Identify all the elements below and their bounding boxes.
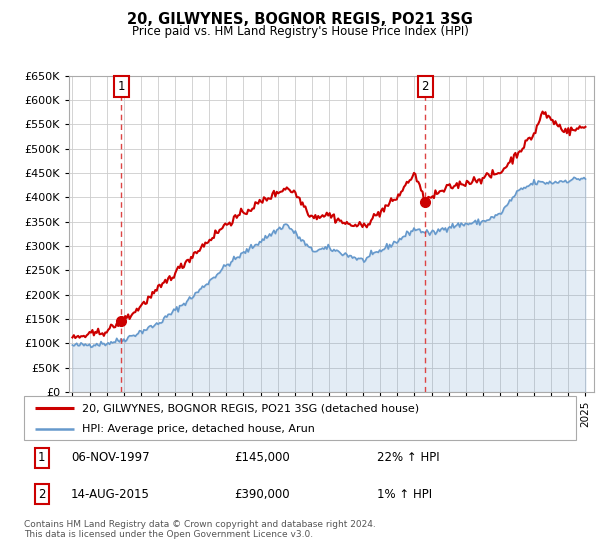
Text: 1: 1 (118, 80, 125, 93)
Text: £390,000: £390,000 (234, 488, 289, 501)
Text: 20, GILWYNES, BOGNOR REGIS, PO21 3SG: 20, GILWYNES, BOGNOR REGIS, PO21 3SG (127, 12, 473, 27)
Text: Price paid vs. HM Land Registry's House Price Index (HPI): Price paid vs. HM Land Registry's House … (131, 25, 469, 38)
Text: 2: 2 (421, 80, 429, 93)
Text: HPI: Average price, detached house, Arun: HPI: Average price, detached house, Arun (82, 424, 315, 433)
Text: 2: 2 (38, 488, 46, 501)
Text: 14-AUG-2015: 14-AUG-2015 (71, 488, 150, 501)
Text: 06-NOV-1997: 06-NOV-1997 (71, 451, 149, 464)
Text: £145,000: £145,000 (234, 451, 290, 464)
Text: 1% ↑ HPI: 1% ↑ HPI (377, 488, 433, 501)
Text: 1: 1 (38, 451, 46, 464)
Text: 22% ↑ HPI: 22% ↑ HPI (377, 451, 440, 464)
FancyBboxPatch shape (24, 396, 576, 440)
Text: 20, GILWYNES, BOGNOR REGIS, PO21 3SG (detached house): 20, GILWYNES, BOGNOR REGIS, PO21 3SG (de… (82, 403, 419, 413)
Text: Contains HM Land Registry data © Crown copyright and database right 2024.
This d: Contains HM Land Registry data © Crown c… (24, 520, 376, 539)
